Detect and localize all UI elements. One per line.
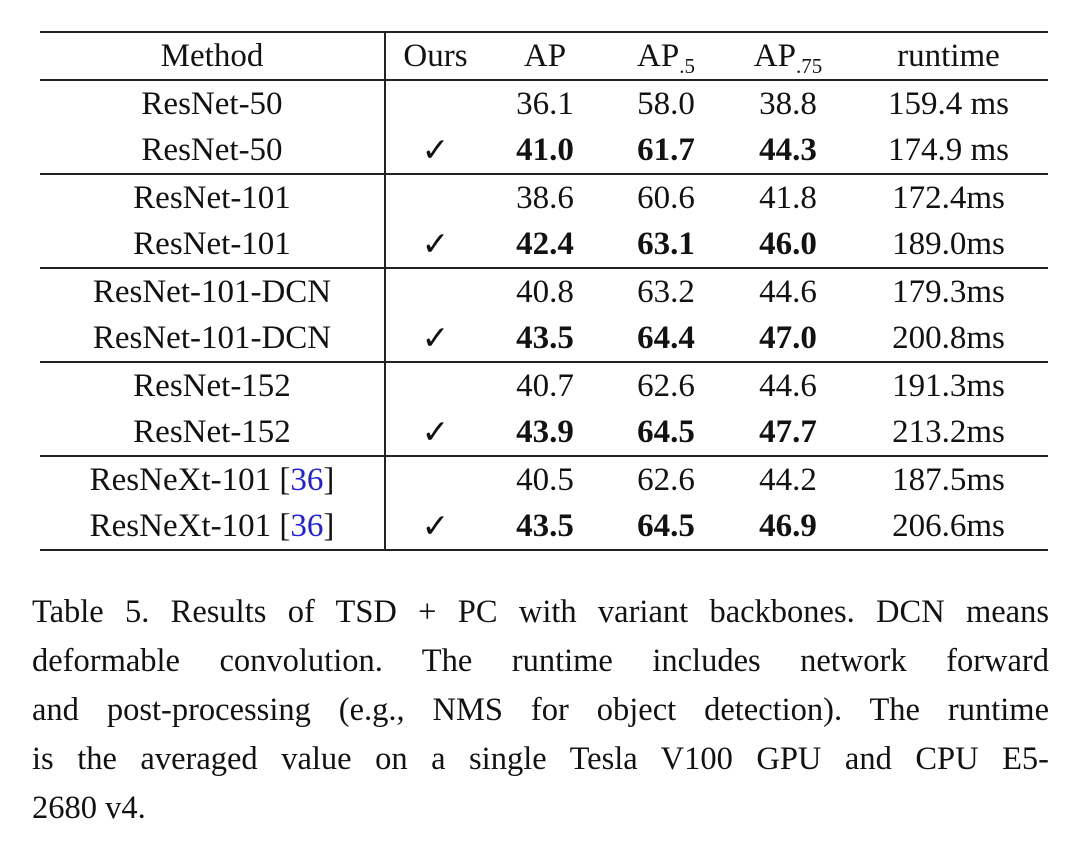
ours-cell: ✓ [385, 409, 485, 456]
method-cell: ResNet-152 [40, 409, 386, 456]
method-cell: ResNet-50 [40, 80, 386, 127]
ap75-value: 41.8 [759, 179, 817, 216]
caption-line: and post-processing (e.g., NMS for objec… [32, 692, 1049, 728]
table-row: ResNet-50 36.1 58.0 38.8 159.4 ms [40, 80, 1048, 127]
runtime-value: 200.8ms [892, 319, 1005, 356]
runtime-value: 174.9 ms [887, 131, 1009, 168]
ours-cell [385, 80, 485, 127]
ap50-value: 64.4 [637, 319, 695, 356]
ours-cell [385, 362, 485, 409]
ap50-value: 64.5 [637, 413, 695, 450]
method-cell: ResNet-101-DCN [40, 268, 386, 315]
runtime-value: 191.3ms [892, 367, 1005, 404]
ap75-subscript: .75 [795, 53, 823, 78]
ours-cell [385, 174, 485, 221]
ap-value: 43.5 [516, 507, 574, 544]
checkmark-icon: ✓ [421, 415, 450, 451]
ap-value: 41.0 [516, 131, 574, 168]
table-row: ResNet-101-DCN 40.8 63.2 44.6 179.3ms [40, 268, 1048, 315]
ap-value: 36.1 [516, 85, 574, 122]
ap75-value: 47.7 [759, 413, 817, 450]
runtime-value: 206.6ms [892, 507, 1005, 544]
ap50-value: 63.2 [637, 273, 695, 310]
ours-cell: ✓ [385, 221, 485, 268]
checkmark-icon: ✓ [421, 133, 450, 169]
ap-value: 43.5 [516, 319, 574, 356]
method-cell: ResNet-101-DCN [40, 315, 386, 362]
ap50-value: 61.7 [637, 131, 695, 168]
ap75-value: 38.8 [759, 85, 817, 122]
table-row: ResNet-152 40.7 62.6 44.6 191.3ms [40, 362, 1048, 409]
checkmark-icon: ✓ [421, 509, 450, 545]
ap-value: 40.5 [516, 461, 574, 498]
ours-cell [385, 268, 485, 315]
method-cell: ResNet-101 [40, 174, 386, 221]
table-row: ResNet-152 ✓ 43.9 64.5 47.7 213.2ms [40, 409, 1048, 456]
ap75-value: 44.6 [759, 273, 817, 310]
runtime-value: 189.0ms [892, 225, 1005, 262]
caption-line: deformable convolution. The runtime incl… [32, 643, 1049, 679]
method-cell: ResNet-101 [40, 221, 386, 268]
ap50-value: 58.0 [637, 85, 695, 122]
checkmark-icon: ✓ [421, 321, 450, 357]
column-header-ap75: AP.75 [753, 37, 823, 78]
ap50-value: 64.5 [637, 507, 695, 544]
column-header-ours: Ours [403, 37, 468, 74]
method-cell: ResNeXt-101 [36] [40, 503, 386, 550]
ap75-value: 44.6 [759, 367, 817, 404]
table-header: Method Ours AP AP.5 AP.75 runtime [40, 32, 1048, 80]
ap-value: 43.9 [516, 413, 574, 450]
checkmark-icon: ✓ [421, 227, 450, 263]
runtime-value: 213.2ms [892, 413, 1005, 450]
ap50-subscript: .5 [679, 53, 695, 78]
citation-link-36[interactable]: 36 [290, 461, 324, 498]
ours-cell [385, 456, 485, 503]
ap75-value: 44.2 [759, 461, 817, 498]
ap75-value: 46.0 [759, 225, 817, 262]
method-cell: ResNet-50 [40, 127, 386, 174]
ap-value: 38.6 [516, 179, 574, 216]
column-header-method: Method [40, 32, 386, 80]
caption-line: 2680 v4. [32, 790, 146, 826]
ap75-value: 47.0 [759, 319, 817, 356]
header-row: Method Ours AP AP.5 AP.75 runtime [40, 32, 1048, 80]
ap75-value: 44.3 [759, 131, 817, 168]
column-header-ap50: AP.5 [637, 37, 695, 78]
ap-value: 40.8 [516, 273, 574, 310]
citation-link-36[interactable]: 36 [290, 507, 324, 544]
table-body: ResNet-50 36.1 58.0 38.8 159.4 ms ResNet… [40, 80, 1048, 550]
ap-value: 42.4 [516, 225, 574, 262]
table-row: ResNet-50 ✓ 41.0 61.7 44.3 174.9 ms [40, 127, 1048, 174]
table-row: ResNeXt-101 [36] ✓ 43.5 64.5 46.9 206.6m… [40, 503, 1048, 550]
caption-line: is the averaged value on a single Tesla … [32, 741, 1049, 777]
table-caption: Table 5. Results of TSD + PC with varian… [32, 588, 1049, 833]
ap50-value: 62.6 [637, 461, 695, 498]
results-table: Method Ours AP AP.5 AP.75 runtime ResNet… [40, 31, 1048, 551]
ours-cell: ✓ [385, 503, 485, 550]
table-row: ResNet-101-DCN ✓ 43.5 64.4 47.0 200.8ms [40, 315, 1048, 362]
ap-value: 40.7 [516, 367, 574, 404]
table-row: ResNet-101 ✓ 42.4 63.1 46.0 189.0ms [40, 221, 1048, 268]
column-header-ap: AP [523, 37, 567, 74]
ap50-value: 60.6 [637, 179, 695, 216]
ap50-value: 63.1 [637, 225, 695, 262]
column-header-runtime: runtime [897, 37, 1000, 74]
ap50-value: 62.6 [637, 367, 695, 404]
ours-cell: ✓ [385, 315, 485, 362]
method-cell: ResNeXt-101 [36] [40, 456, 386, 503]
method-cell: ResNet-152 [40, 362, 386, 409]
runtime-value: 159.4 ms [887, 85, 1009, 122]
caption-line: Table 5. Results of TSD + PC with varian… [32, 594, 1049, 630]
runtime-value: 172.4ms [892, 179, 1005, 216]
ours-cell: ✓ [385, 127, 485, 174]
runtime-value: 179.3ms [892, 273, 1005, 310]
runtime-value: 187.5ms [892, 461, 1005, 498]
ap75-value: 46.9 [759, 507, 817, 544]
table-row: ResNeXt-101 [36] 40.5 62.6 44.2 187.5ms [40, 456, 1048, 503]
table-row: ResNet-101 38.6 60.6 41.8 172.4ms [40, 174, 1048, 221]
